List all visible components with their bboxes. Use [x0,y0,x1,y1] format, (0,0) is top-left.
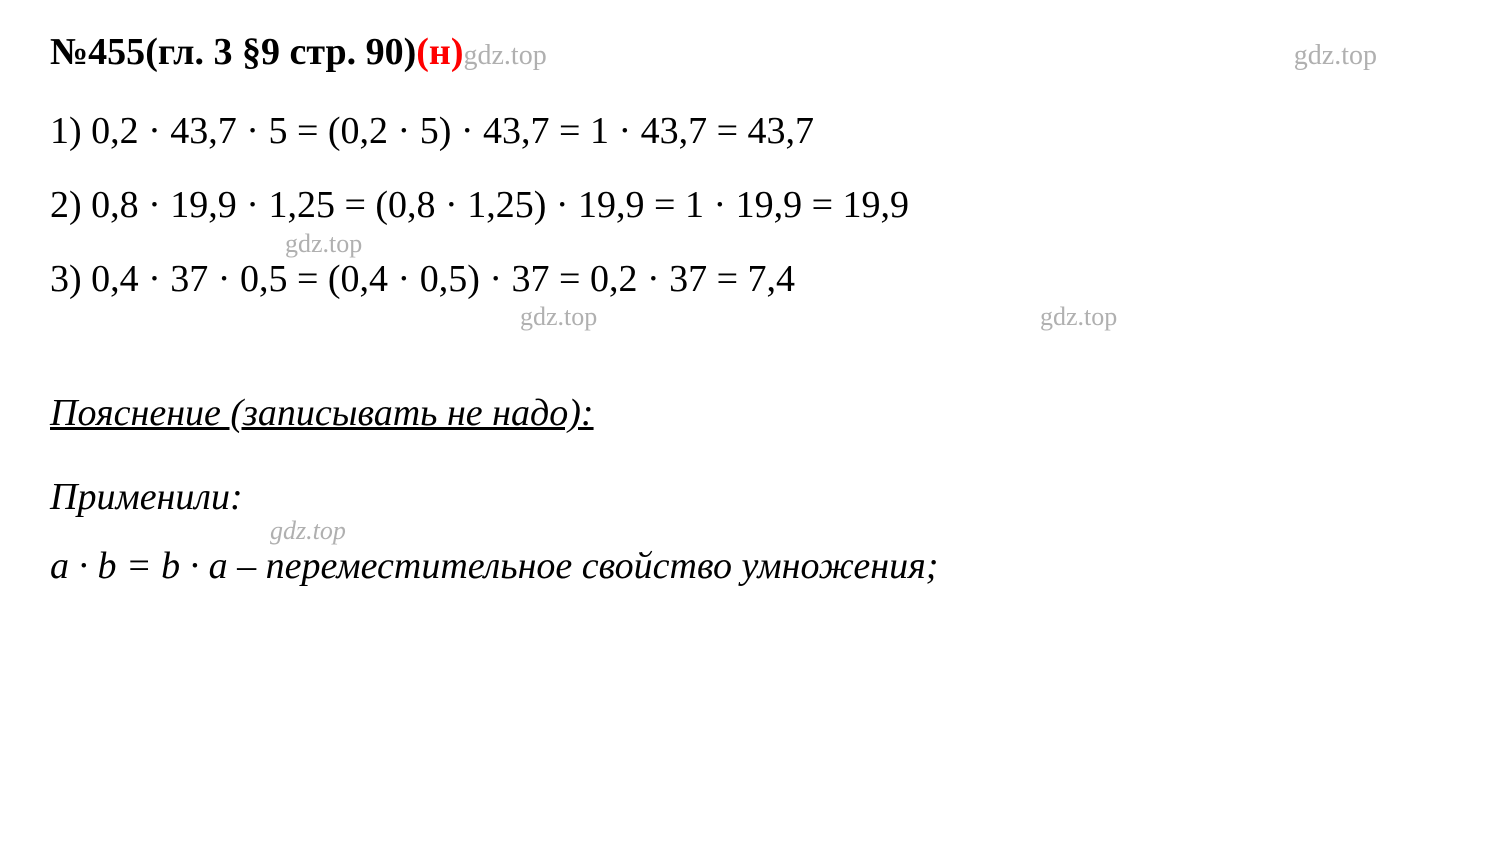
explanation-title: Пояснение (записывать не надо): [50,391,1457,435]
solution-line-3-text: 3) 0,4 · 37 · 0,5 = (0,4 · 0,5) · 37 = 0… [50,258,795,300]
watermark-line3-bottom-left: gdz.top [520,302,597,332]
formula-text: a · b = b · a – переместительное свойств… [50,545,938,587]
solution-line-1: 1) 0,2 · 43,7 · 5 = (0,2 · 5) · 43,7 = 1… [50,109,1457,153]
watermark-line3-bottom-right: gdz.top [1040,302,1117,332]
explanation-applied: Применили: [50,475,1457,519]
problem-suffix: (н) [416,30,463,74]
solution-line-2: 2) 0,8 · 19,9 · 1,25 = (0,8 · 1,25) · 19… [50,183,1457,227]
problem-number: №455 [50,30,145,74]
header-left: №455 (гл. 3 §9 стр. 90) (н) gdz.top [50,30,547,74]
watermark-line3-top: gdz.top [285,229,362,259]
formula-line: gdz.top a · b = b · a – переместительное… [50,544,1457,588]
solution-line-3: gdz.top 3) 0,4 · 37 · 0,5 = (0,4 · 0,5) … [50,257,1457,301]
watermark-formula: gdz.top [270,516,346,546]
chapter-reference: (гл. 3 §9 стр. 90) [145,30,416,74]
problem-header: №455 (гл. 3 §9 стр. 90) (н) gdz.top gdz.… [50,30,1457,74]
watermark-header-right: gdz.top [1294,40,1377,72]
watermark-header: gdz.top [463,40,546,72]
